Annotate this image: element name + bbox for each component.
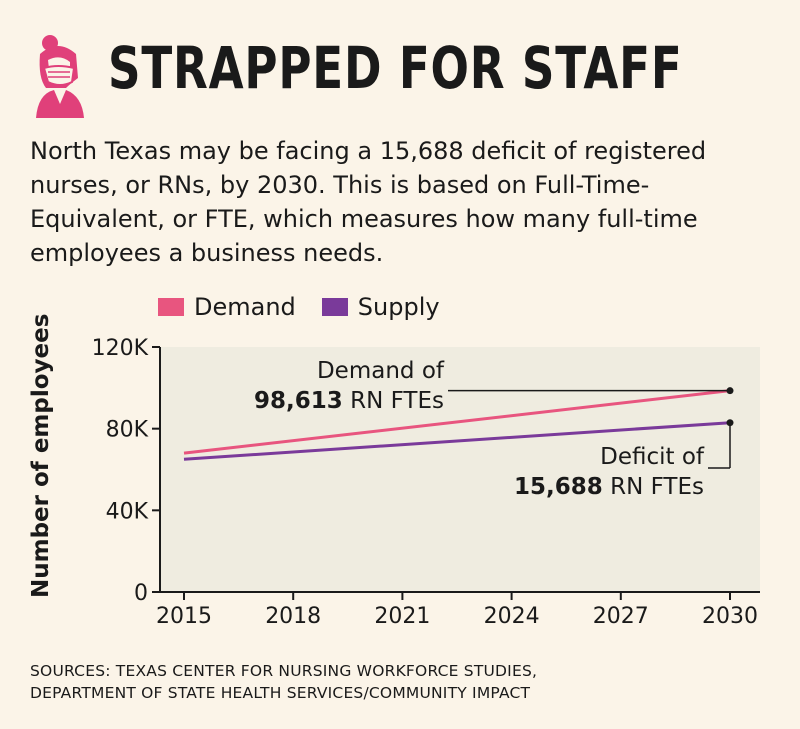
nurse-icon xyxy=(36,35,84,118)
legend-swatch-demand xyxy=(158,298,184,316)
x-tick-label: 2027 xyxy=(593,604,649,629)
deficit-annotation-prefix: Deficit of xyxy=(600,444,704,470)
demand-annotation-value: 98,613 xyxy=(254,388,343,414)
y-axis-label: Number of employees xyxy=(28,313,54,598)
x-tick-label: 2015 xyxy=(156,604,212,629)
demand-annotation-prefix: Demand of xyxy=(316,358,444,384)
deficit-annotation-value: 15,688 xyxy=(514,474,603,500)
legend-swatch-supply xyxy=(321,298,348,316)
series-line-demand xyxy=(183,389,731,455)
legend: Demand Supply xyxy=(158,292,466,322)
sources-line-2: DEPARTMENT OF STATE HEALTH SERVICES/COMM… xyxy=(30,684,531,702)
x-tick-label: 2021 xyxy=(374,604,430,629)
y-tick-label: 0 xyxy=(134,581,148,606)
legend-label-demand: Demand xyxy=(194,293,296,321)
series-line-supply xyxy=(183,421,731,461)
deficit-annotation-suffix: RN FTEs xyxy=(602,474,704,500)
deficit-annotation-value-line: 15,688 RN FTEs xyxy=(514,472,704,502)
x-tick-label: 2024 xyxy=(484,604,540,629)
x-tick-label: 2018 xyxy=(265,604,321,629)
supply-end-dot xyxy=(726,419,734,427)
y-tick-label: 80K xyxy=(106,418,149,443)
sources: SOURCES: TEXAS CENTER FOR NURSING WORKFO… xyxy=(30,660,790,704)
deficit-annotation: Deficit of 15,688 RN FTEs xyxy=(512,442,706,502)
y-tick-label: 40K xyxy=(106,499,149,524)
demand-end-dot xyxy=(726,387,734,395)
legend-item-demand: Demand xyxy=(158,293,296,321)
page-title: STRAPPED FOR STAFF xyxy=(108,34,683,102)
header: STRAPPED FOR STAFF xyxy=(30,30,790,120)
legend-item-supply: Supply xyxy=(321,293,440,321)
sources-line-1: SOURCES: TEXAS CENTER FOR NURSING WORKFO… xyxy=(30,662,538,680)
y-tick-label: 120K xyxy=(92,336,149,361)
intro-text: North Texas may be facing a 15,688 defic… xyxy=(30,137,707,267)
x-tick-label: 2030 xyxy=(702,604,758,629)
demand-annotation-value-line: 98,613 RN FTEs xyxy=(254,386,444,416)
demand-annotation-suffix: RN FTEs xyxy=(342,388,444,414)
demand-annotation: Demand of 98,613 RN FTEs xyxy=(252,356,446,416)
legend-label-supply: Supply xyxy=(357,293,440,321)
